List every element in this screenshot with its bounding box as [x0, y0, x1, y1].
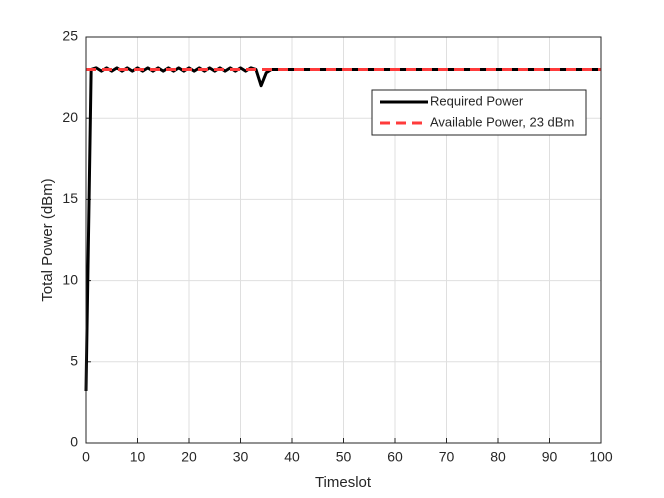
x-tick-label: 90 [542, 449, 558, 465]
y-tick-label: 20 [62, 109, 78, 125]
legend-label: Required Power [430, 93, 524, 108]
x-tick-label: 60 [387, 449, 403, 465]
x-tick-label: 80 [490, 449, 506, 465]
x-tick-label: 50 [336, 449, 352, 465]
y-tick-label: 10 [62, 271, 78, 287]
x-tick-label: 0 [82, 449, 90, 465]
x-tick-label: 70 [439, 449, 455, 465]
y-tick-label: 5 [70, 353, 78, 369]
x-tick-label: 20 [181, 449, 197, 465]
y-tick-label: 25 [62, 28, 78, 44]
x-tick-label: 100 [589, 449, 613, 465]
x-axis-label: Timeslot [315, 474, 372, 491]
x-tick-label: 10 [130, 449, 146, 465]
y-tick-label: 15 [62, 190, 78, 206]
axes-box [85, 36, 602, 444]
legend-label: Available Power, 23 dBm [430, 114, 574, 129]
x-tick-label: 30 [233, 449, 249, 465]
legend-box [371, 89, 587, 136]
y-tick-label: 0 [70, 434, 78, 450]
y-axis-label: Total Power (dBm) [39, 178, 56, 301]
x-tick-label: 40 [284, 449, 300, 465]
